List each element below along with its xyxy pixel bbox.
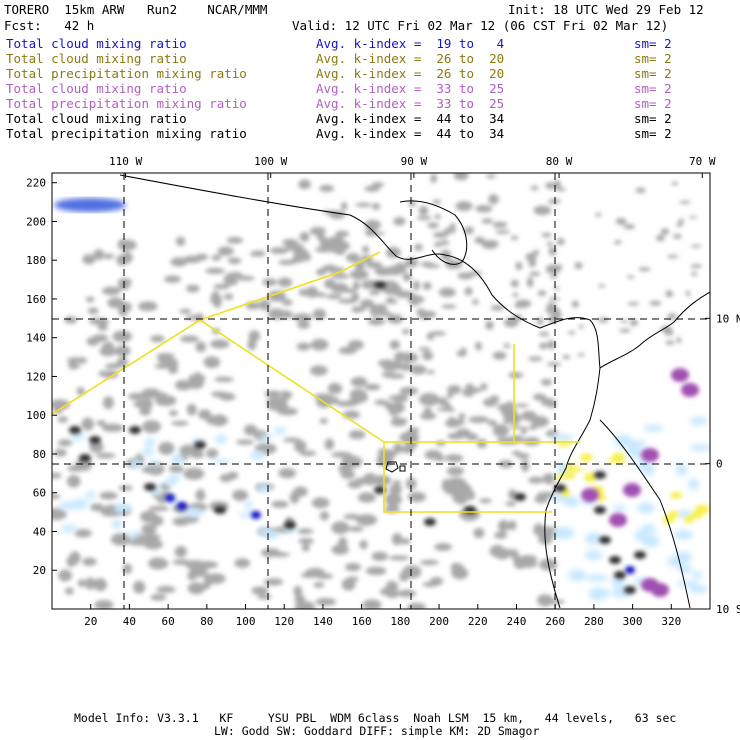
blue-field xyxy=(165,494,635,574)
galapagos xyxy=(385,461,406,473)
purple-field xyxy=(581,368,699,597)
legend-index-6: Avg. k-index = 44 to 34 xyxy=(316,126,505,141)
valid-time: Valid: 12 UTC Fri 02 Mar 12 (06 CST Fri … xyxy=(292,18,669,33)
y-tick-label-7: 160 xyxy=(26,293,46,306)
y-tick-label-1: 40 xyxy=(33,525,46,538)
x-tick-label-3: 80 xyxy=(200,615,213,628)
y-tick-label-8: 180 xyxy=(26,254,46,267)
axes: 20 40 60 80 100 120 140 160 180 200 220 240 260 280 30… xyxy=(26,155,740,628)
south-america-coast xyxy=(599,291,710,369)
x-tick-label-15: 320 xyxy=(661,615,681,628)
x-tick-label-12: 260 xyxy=(545,615,565,628)
y-tick-label-10: 220 xyxy=(26,177,46,190)
legend-name-6: Total precipitation mixing ratio xyxy=(6,126,247,141)
legend-name-4: Total precipitation mixing ratio xyxy=(6,96,247,111)
central-america-coast xyxy=(119,174,601,609)
lat-label-0: 10 N xyxy=(716,312,740,325)
lon-label-1: 100 W xyxy=(254,155,287,168)
x-tick-label-0: 20 xyxy=(84,615,97,628)
lon-label-0: 110 W xyxy=(109,155,142,168)
y-tick-label-0: 20 xyxy=(33,564,46,577)
legend-index-1: Avg. k-index = 26 to 20 xyxy=(316,51,505,66)
coastlines xyxy=(119,174,710,609)
legend-name-2: Total precipitation mixing ratio xyxy=(6,66,247,81)
x-tick-label-1: 40 xyxy=(123,615,136,628)
legend-name-1: Total cloud mixing ratio xyxy=(6,51,187,66)
x-tick-label-10: 220 xyxy=(468,615,488,628)
lon-label-2: 90 W xyxy=(401,155,428,168)
dark-cloud-field xyxy=(69,281,646,594)
y-tick-label-2: 60 xyxy=(33,487,46,500)
legend-index-3: Avg. k-index = 33 to 25 xyxy=(316,81,505,96)
lat-lon-grid xyxy=(52,173,710,609)
x-tick-label-5: 120 xyxy=(274,615,294,628)
legend-sm-0: sm= 2 xyxy=(634,36,672,51)
legend-index-5: Avg. k-index = 44 to 34 xyxy=(316,111,505,126)
forecast-hour: Fcst: 42 h xyxy=(4,18,95,33)
legend-index-2: Avg. k-index = 26 to 20 xyxy=(316,66,505,81)
light-cloud-field xyxy=(52,173,703,609)
x-tick-label-11: 240 xyxy=(507,615,527,628)
andes-boundary xyxy=(599,419,691,609)
legend-sm-1: sm= 2 xyxy=(634,51,672,66)
lon-label-4: 70 W xyxy=(689,155,716,168)
init-time: Init: 18 UTC Wed 29 Feb 12 xyxy=(508,2,704,17)
lat-label-2: 10 S xyxy=(716,603,740,616)
y-tick-label-6: 140 xyxy=(26,332,46,345)
x-tick-label-9: 200 xyxy=(429,615,449,628)
x-tick-label-7: 160 xyxy=(352,615,372,628)
legend-name-5: Total cloud mixing ratio xyxy=(6,111,187,126)
model-title: TORERO 15km ARW Run2 NCAR/MMM xyxy=(4,2,268,17)
y-tick-label-4: 100 xyxy=(26,409,46,422)
legend-sm-5: sm= 2 xyxy=(634,111,672,126)
legend-sm-2: sm= 2 xyxy=(634,66,672,81)
legend-sm-4: sm= 2 xyxy=(634,96,672,111)
legend-index-0: Avg. k-index = 19 to 4 xyxy=(316,36,505,51)
x-tick-label-4: 100 xyxy=(236,615,256,628)
x-tick-label-6: 140 xyxy=(313,615,333,628)
x-tick-label-2: 60 xyxy=(161,615,174,628)
y-tick-label-3: 80 xyxy=(33,448,46,461)
model-info: Model Info: V3.3.1 KF YSU PBL WDM 6class… xyxy=(74,711,677,725)
legend-sm-6: sm= 2 xyxy=(634,126,672,141)
blue-streak xyxy=(54,198,126,212)
cloud-shading-layer xyxy=(52,173,710,609)
x-tick-label-8: 180 xyxy=(390,615,410,628)
plot-frame xyxy=(51,172,711,610)
y-tick-label-5: 120 xyxy=(26,370,46,383)
yucatan-coast xyxy=(399,200,468,265)
legend-sm-3: sm= 2 xyxy=(634,81,672,96)
legend-index-4: Avg. k-index = 33 to 25 xyxy=(316,96,505,111)
legend-name-3: Total cloud mixing ratio xyxy=(6,81,187,96)
physics-info: LW: Godd SW: Goddard DIFF: simple KM: 2D… xyxy=(214,724,540,738)
legend-name-0: Total cloud mixing ratio xyxy=(6,36,187,51)
x-tick-label-14: 300 xyxy=(623,615,643,628)
boundary-lines xyxy=(52,251,580,513)
lon-label-3: 80 W xyxy=(546,155,573,168)
y-tick-label-9: 200 xyxy=(26,215,46,228)
x-tick-label-13: 280 xyxy=(584,615,604,628)
lat-label-1: 0 xyxy=(716,458,723,471)
